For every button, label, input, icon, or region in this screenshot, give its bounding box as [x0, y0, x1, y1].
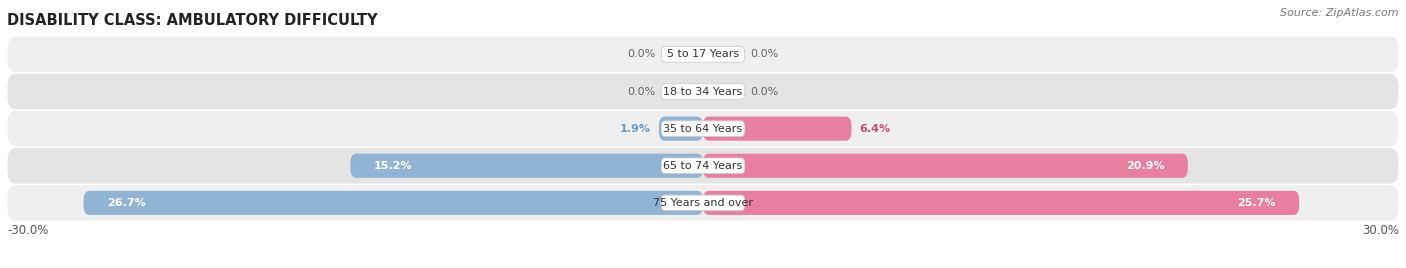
- FancyBboxPatch shape: [7, 185, 1399, 221]
- Text: 6.4%: 6.4%: [859, 124, 891, 134]
- Text: 30.0%: 30.0%: [1362, 224, 1399, 237]
- Text: 18 to 34 Years: 18 to 34 Years: [664, 87, 742, 96]
- Text: 1.9%: 1.9%: [620, 124, 651, 134]
- FancyBboxPatch shape: [7, 148, 1399, 184]
- FancyBboxPatch shape: [703, 191, 1299, 215]
- Text: 25.7%: 25.7%: [1237, 198, 1277, 208]
- Text: 0.0%: 0.0%: [751, 87, 779, 96]
- Text: 75 Years and over: 75 Years and over: [652, 198, 754, 208]
- FancyBboxPatch shape: [350, 154, 703, 178]
- FancyBboxPatch shape: [661, 84, 745, 99]
- FancyBboxPatch shape: [661, 158, 745, 174]
- Text: 35 to 64 Years: 35 to 64 Years: [664, 124, 742, 134]
- Text: Source: ZipAtlas.com: Source: ZipAtlas.com: [1281, 8, 1399, 18]
- Text: 0.0%: 0.0%: [751, 49, 779, 59]
- Text: 5 to 17 Years: 5 to 17 Years: [666, 49, 740, 59]
- Text: 26.7%: 26.7%: [107, 198, 146, 208]
- Text: 15.2%: 15.2%: [374, 161, 412, 171]
- Text: -30.0%: -30.0%: [7, 224, 48, 237]
- Text: 0.0%: 0.0%: [627, 87, 655, 96]
- FancyBboxPatch shape: [703, 117, 852, 141]
- FancyBboxPatch shape: [7, 74, 1399, 109]
- FancyBboxPatch shape: [661, 121, 745, 136]
- FancyBboxPatch shape: [661, 195, 745, 211]
- Text: DISABILITY CLASS: AMBULATORY DIFFICULTY: DISABILITY CLASS: AMBULATORY DIFFICULTY: [7, 13, 378, 28]
- FancyBboxPatch shape: [83, 191, 703, 215]
- FancyBboxPatch shape: [7, 111, 1399, 146]
- FancyBboxPatch shape: [7, 37, 1399, 72]
- FancyBboxPatch shape: [661, 47, 745, 62]
- Text: 0.0%: 0.0%: [627, 49, 655, 59]
- Text: 20.9%: 20.9%: [1126, 161, 1164, 171]
- FancyBboxPatch shape: [659, 117, 703, 141]
- FancyBboxPatch shape: [703, 154, 1188, 178]
- Text: 65 to 74 Years: 65 to 74 Years: [664, 161, 742, 171]
